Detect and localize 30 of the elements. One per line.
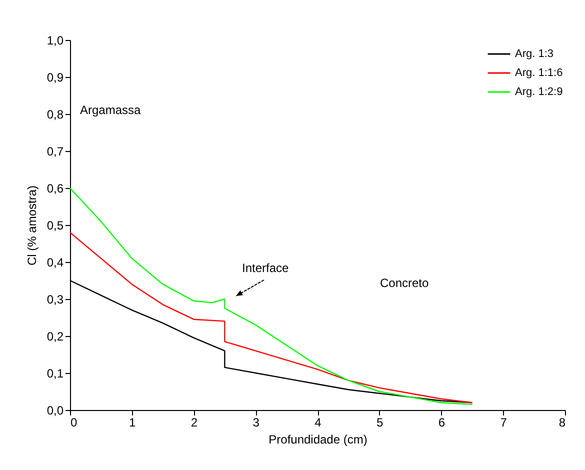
x-tick-label: 4 <box>314 416 322 430</box>
legend-label: Arg. 1:3 <box>515 48 554 60</box>
line-series <box>69 187 473 406</box>
y-tick-label: 0,9 <box>46 70 64 84</box>
annotation: Argamassa <box>80 103 142 117</box>
legend-label: Arg. 1:1:6 <box>515 67 563 79</box>
legend-label: Arg. 1:2:9 <box>515 86 563 98</box>
y-tick-label: 0,1 <box>46 366 64 380</box>
x-tick-label: 1 <box>129 416 136 430</box>
x-tick-label: 0 <box>70 416 78 430</box>
x-tick-label: 3 <box>252 416 260 430</box>
y-tick-label: 0,7 <box>46 144 64 158</box>
x-axis-title: Profundidade (cm) <box>268 432 368 446</box>
y-tick-label: 0,4 <box>46 256 64 270</box>
y-tick-label: 0,0 <box>46 404 64 418</box>
y-tick-label: 1,0 <box>46 34 64 48</box>
y-tick-label: 0,2 <box>46 330 64 344</box>
y-axis-title: Cl (% amostra) <box>24 185 39 266</box>
y-tick-label: 0,3 <box>46 292 64 306</box>
x-tick-label: 7 <box>500 416 508 430</box>
y-tick-label: 0,5 <box>46 218 64 232</box>
x-tick-label: 2 <box>190 416 198 430</box>
line-series <box>69 232 473 404</box>
x-tick-label: 5 <box>376 416 384 430</box>
annotation: Concreto <box>380 276 430 290</box>
y-tick-label: 0,8 <box>46 108 64 122</box>
x-tick-label: 6 <box>438 416 446 430</box>
annotation: Interface <box>242 261 290 275</box>
x-tick-label: 8 <box>558 416 566 430</box>
y-tick-label: 0,6 <box>46 182 64 196</box>
